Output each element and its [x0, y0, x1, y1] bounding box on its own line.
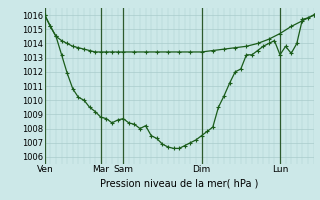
X-axis label: Pression niveau de la mer( hPa ): Pression niveau de la mer( hPa ): [100, 179, 258, 189]
